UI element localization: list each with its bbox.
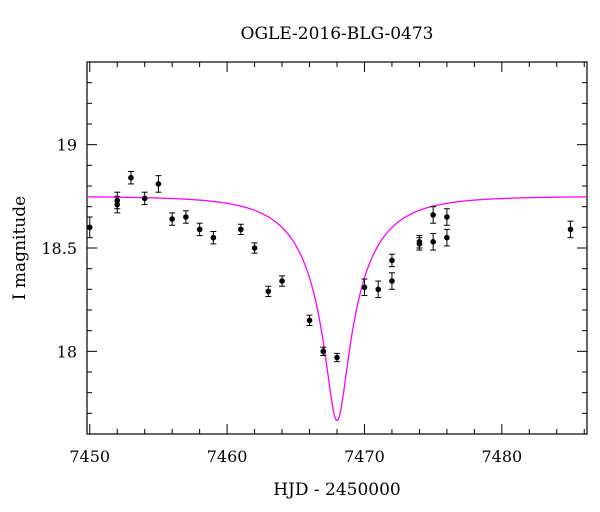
y-tick-label: 18 [57, 342, 77, 361]
data-point [169, 216, 175, 222]
data-point [334, 354, 340, 361]
data-point [567, 226, 574, 233]
data-point [210, 234, 217, 241]
y-axis-label: I magnitude [10, 196, 30, 300]
data-point [361, 284, 368, 291]
data-point [196, 226, 203, 233]
data-point [444, 234, 450, 241]
plot-area: 7450 7460 7470 7480 18 18.5 19 [41, 61, 588, 466]
data-point [251, 245, 258, 251]
data-point [141, 195, 148, 202]
data-point [320, 348, 327, 355]
y-tick-label: 19 [57, 136, 77, 155]
data-point [416, 239, 423, 245]
data-point [306, 317, 313, 324]
data-point [389, 257, 395, 264]
x-tick-label: 7460 [207, 447, 248, 466]
data-point [279, 278, 285, 284]
data-point [430, 212, 436, 218]
data-point [389, 278, 395, 284]
data-point [183, 214, 189, 220]
data-point [128, 174, 134, 181]
data-point [265, 288, 272, 295]
y-tick-label: 18.5 [41, 239, 77, 258]
x-axis-label: HJD - 2450000 [273, 480, 401, 500]
plot-frame [86, 61, 588, 435]
data-point [444, 214, 450, 220]
x-tick-label: 7480 [481, 447, 522, 466]
x-tick-label: 7450 [69, 447, 110, 466]
data-point [375, 286, 382, 293]
model-curve [87, 196, 587, 422]
data-point [238, 226, 244, 233]
data-point [114, 201, 121, 208]
x-tick-label: 7470 [344, 447, 385, 466]
data-point [155, 181, 162, 187]
chart-title: OGLE-2016-BLG-0473 [241, 24, 434, 44]
data-point [430, 239, 436, 245]
data-point [86, 224, 93, 231]
